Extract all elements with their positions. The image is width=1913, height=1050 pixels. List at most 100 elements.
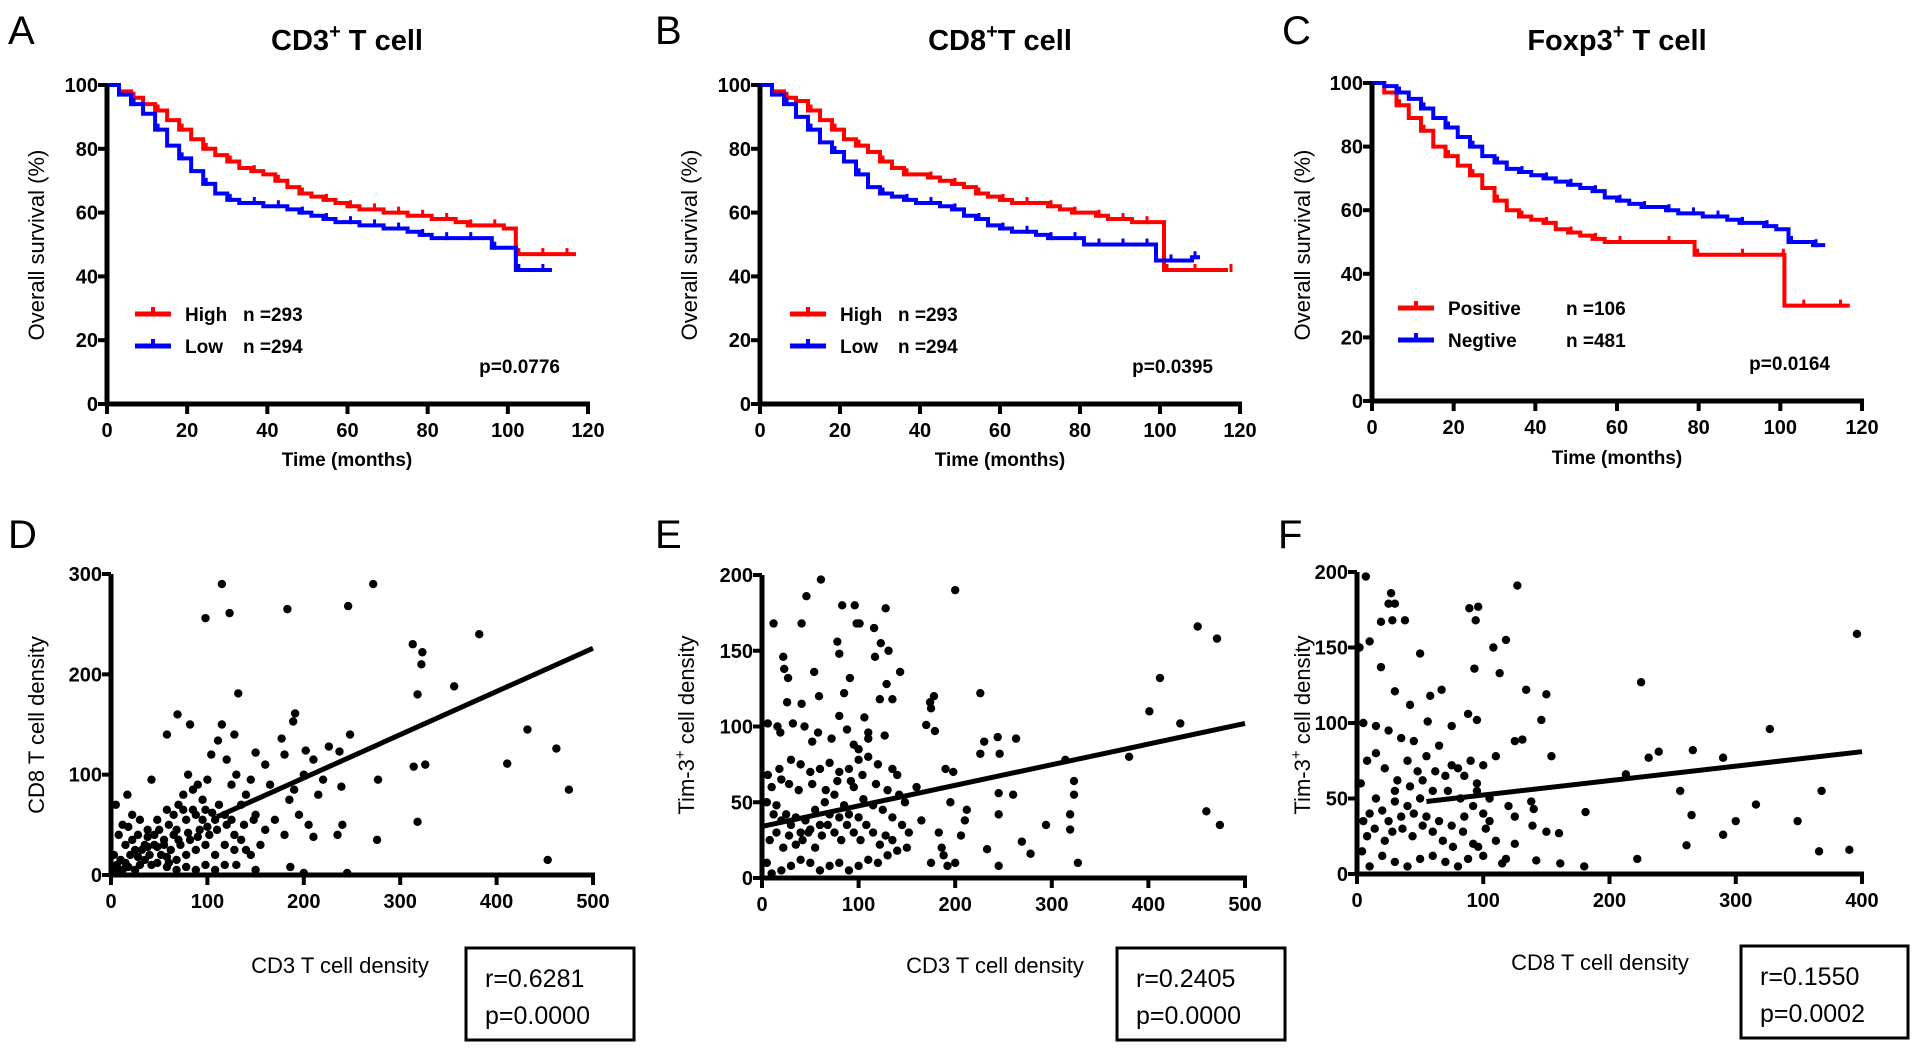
x-tick-label: 0 — [101, 420, 112, 442]
data-point — [261, 825, 270, 835]
data-point — [904, 828, 914, 837]
panel-c-km-plot: C Foxp3+ T cell Positive n =106 Negtive n =… — [1282, 9, 1879, 469]
data-point — [833, 637, 842, 646]
data-point — [230, 845, 239, 855]
data-point — [280, 830, 289, 840]
data-point — [201, 613, 210, 623]
data-point — [1376, 662, 1386, 672]
data-point — [1390, 687, 1400, 696]
data-point — [543, 855, 552, 865]
x-tick-label: 200 — [939, 894, 972, 916]
legend-item-negtive: Negtive n =481 — [1398, 331, 1626, 352]
data-point — [854, 861, 863, 871]
x-tick-label: 400 — [1845, 890, 1878, 912]
r-value: r=0.6281 — [485, 965, 584, 993]
x-axis-label: CD3 T cell density — [906, 953, 1084, 978]
data-point — [839, 688, 849, 698]
data-point — [888, 764, 897, 774]
data-point — [810, 843, 820, 852]
data-point — [765, 835, 774, 845]
data-point — [1528, 821, 1537, 830]
y-tick-label: 60 — [1341, 200, 1363, 222]
data-point — [1460, 771, 1469, 781]
data-point — [1371, 721, 1381, 731]
title-rest: T cell — [1624, 25, 1706, 57]
data-point — [888, 695, 897, 704]
data-point — [1431, 767, 1440, 776]
data-point — [217, 720, 227, 729]
data-point — [185, 835, 195, 845]
data-point — [408, 640, 417, 649]
data-point — [1501, 635, 1511, 645]
data-point — [1718, 830, 1728, 839]
data-point — [870, 652, 880, 662]
x-tick-label: 120 — [1845, 417, 1878, 439]
y-axis-label: Overall survival (%) — [1290, 150, 1315, 341]
data-point — [1073, 858, 1083, 868]
data-point — [1453, 764, 1463, 773]
km-curve-high — [760, 83, 1228, 273]
y-tick-label: 150 — [1315, 638, 1348, 660]
data-point — [835, 813, 844, 822]
data-point — [1481, 824, 1490, 833]
data-point — [1814, 847, 1824, 856]
data-point — [1415, 854, 1425, 864]
y-tick-label: 100 — [718, 75, 751, 97]
data-point — [797, 619, 806, 628]
y-tick-label: 40 — [1341, 264, 1363, 286]
data-point — [951, 585, 960, 595]
data-point — [1386, 588, 1396, 598]
data-point — [806, 767, 815, 777]
data-point — [1403, 862, 1412, 871]
data-point — [875, 840, 885, 849]
data-point — [846, 776, 856, 786]
x-tick-label: 80 — [1069, 420, 1091, 442]
data-point — [289, 785, 299, 794]
data-point — [1463, 709, 1473, 719]
x-axis-label: CD3 T cell density — [251, 953, 429, 978]
data-point — [1463, 854, 1473, 864]
data-point — [417, 660, 426, 669]
y-tick-label: 200 — [1315, 562, 1348, 584]
y-axis-label: Overall survival (%) — [24, 150, 49, 341]
data-point — [1176, 719, 1185, 728]
x-tick-label: 0 — [1351, 890, 1362, 912]
data-point — [1466, 756, 1475, 765]
data-point — [842, 820, 852, 830]
data-point — [1441, 857, 1450, 867]
data-point — [786, 755, 796, 765]
data-point — [884, 646, 893, 655]
data-point — [140, 840, 149, 850]
data-point — [181, 850, 191, 860]
data-point — [212, 825, 222, 835]
legend-label: Negtive — [1448, 331, 1517, 352]
y-tick-label: 0 — [91, 865, 102, 887]
chart-title: CD3+ T cell — [271, 21, 423, 57]
legend-label: High — [840, 305, 882, 326]
data-point — [222, 755, 231, 764]
x-tick-label: 40 — [1524, 417, 1546, 439]
data-point — [179, 790, 188, 799]
data-point — [181, 815, 191, 825]
data-point — [888, 835, 897, 845]
p-value: p=0.0000 — [485, 1002, 590, 1030]
data-point — [888, 813, 897, 822]
data-point — [369, 579, 378, 589]
x-tick-label: 100 — [1143, 420, 1176, 442]
km-curve-low — [760, 83, 1200, 263]
r-value: r=0.2405 — [1136, 965, 1235, 993]
data-point — [781, 810, 791, 819]
data-point — [256, 840, 265, 850]
data-point — [1371, 794, 1381, 803]
data-point — [1521, 685, 1531, 694]
data-point — [183, 770, 193, 779]
x-tick-label: 60 — [989, 420, 1011, 442]
data-point — [345, 730, 355, 739]
x-tick-label: 60 — [336, 420, 358, 442]
x-tick-label: 300 — [1719, 890, 1752, 912]
y-axis-label: Overall survival (%) — [677, 150, 702, 341]
data-point — [210, 815, 220, 825]
data-point — [164, 858, 174, 868]
panel-d-scatter: D 0 100 200 300 400 500 0 100 200 300 CD8 T cell … — [8, 513, 636, 1042]
data-point — [195, 825, 204, 835]
